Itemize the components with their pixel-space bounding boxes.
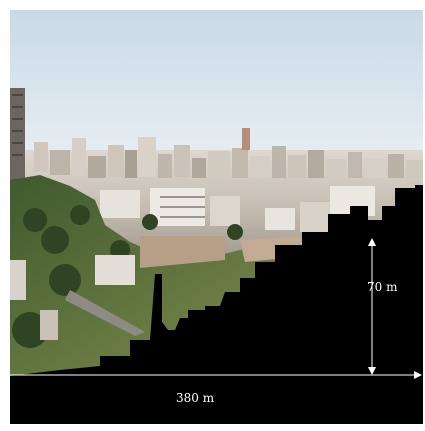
skyline-buildings bbox=[34, 128, 423, 178]
left-building bbox=[10, 260, 26, 300]
sky bbox=[10, 10, 423, 160]
trees bbox=[12, 205, 243, 348]
tall-tower bbox=[10, 88, 25, 188]
road bbox=[65, 290, 145, 336]
width-label: 380 m bbox=[176, 391, 215, 405]
mid-city-buildings bbox=[100, 186, 375, 232]
height-arrow-head-bottom bbox=[368, 367, 376, 375]
stone-wall bbox=[140, 236, 225, 268]
city-panorama-svg bbox=[10, 10, 423, 424]
height-arrow-head-top bbox=[368, 238, 376, 246]
width-arrow-head bbox=[414, 371, 422, 379]
city-panorama-photo bbox=[10, 10, 423, 424]
height-label: 70 m bbox=[367, 280, 398, 294]
black-silhouette bbox=[10, 185, 423, 424]
